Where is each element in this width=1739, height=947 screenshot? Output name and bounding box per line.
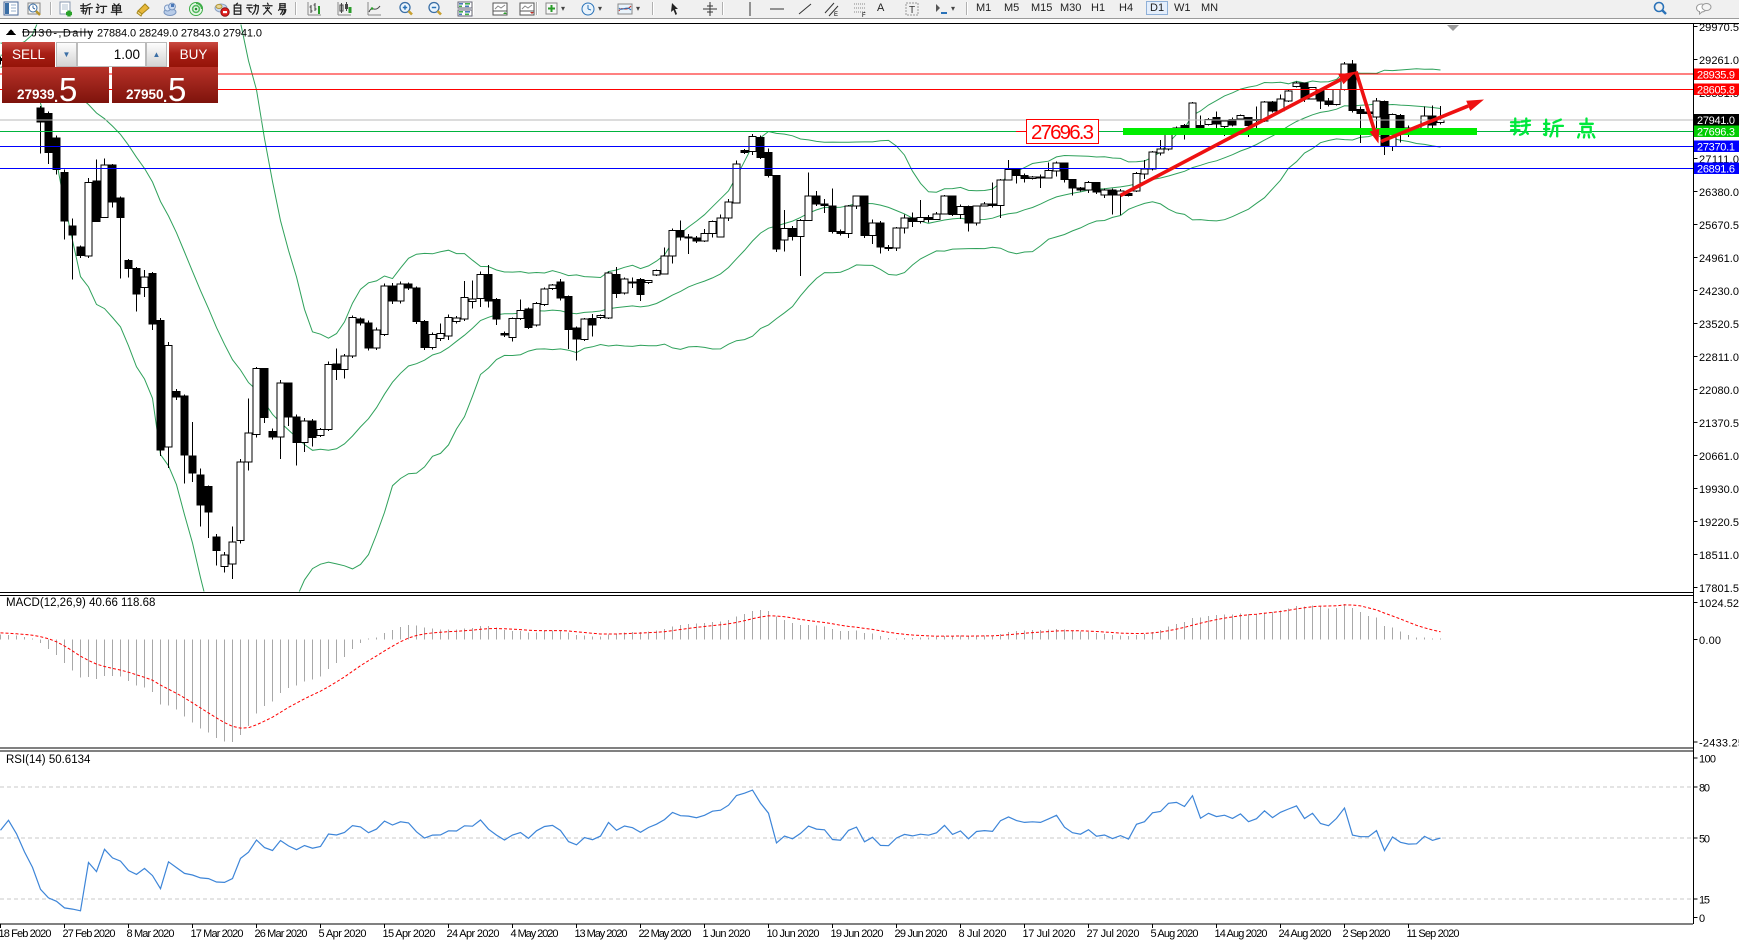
svg-text:19930.0: 19930.0 bbox=[1699, 484, 1739, 496]
svg-text:DJ30-,Daily: DJ30-,Daily bbox=[22, 28, 94, 40]
svg-text:50: 50 bbox=[1699, 834, 1710, 846]
svg-text:15 Apr 2020: 15 Apr 2020 bbox=[383, 928, 436, 940]
svg-text:28605.8: 28605.8 bbox=[1697, 85, 1735, 97]
svg-text:24 Aug 2020: 24 Aug 2020 bbox=[1279, 928, 1332, 940]
svg-text:22 May 2020: 22 May 2020 bbox=[639, 928, 692, 940]
svg-text:0: 0 bbox=[1699, 913, 1705, 925]
svg-text:5 Apr 2020: 5 Apr 2020 bbox=[319, 928, 367, 940]
svg-text:1 Jun 2020: 1 Jun 2020 bbox=[703, 928, 751, 940]
svg-text:2 Sep 2020: 2 Sep 2020 bbox=[1343, 928, 1391, 940]
svg-text:5 Aug 2020: 5 Aug 2020 bbox=[1151, 928, 1199, 940]
svg-text:19 Jun 2020: 19 Jun 2020 bbox=[831, 928, 884, 940]
svg-text:28935.9: 28935.9 bbox=[1697, 69, 1735, 81]
svg-text:0.00: 0.00 bbox=[1699, 635, 1721, 647]
svg-text:18 Feb 2020: 18 Feb 2020 bbox=[0, 928, 52, 940]
svg-text:MACD(12,26,9) 40.66 118.68: MACD(12,26,9) 40.66 118.68 bbox=[6, 597, 155, 609]
svg-text:15: 15 bbox=[1699, 895, 1710, 907]
svg-text:27696.3: 27696.3 bbox=[1031, 121, 1094, 144]
svg-text:29 Jun 2020: 29 Jun 2020 bbox=[895, 928, 948, 940]
svg-text:27696.3: 27696.3 bbox=[1697, 127, 1735, 139]
svg-text:26 Mar 2020: 26 Mar 2020 bbox=[255, 928, 308, 940]
svg-text:E: E bbox=[834, 12, 838, 17]
svg-text:11 Sep 2020: 11 Sep 2020 bbox=[1407, 928, 1460, 940]
svg-text:20661.0: 20661.0 bbox=[1699, 451, 1739, 463]
svg-text:17801.5: 17801.5 bbox=[1699, 583, 1739, 595]
svg-text:29261.0: 29261.0 bbox=[1699, 55, 1739, 67]
svg-text:17 Jul 2020: 17 Jul 2020 bbox=[1023, 928, 1076, 940]
svg-text:24 Apr 2020: 24 Apr 2020 bbox=[447, 928, 500, 940]
svg-text:27941.0: 27941.0 bbox=[1697, 115, 1735, 127]
svg-text:23520.5: 23520.5 bbox=[1699, 319, 1739, 331]
svg-text:27 Jul 2020: 27 Jul 2020 bbox=[1087, 928, 1140, 940]
svg-text:8 Jul 2020: 8 Jul 2020 bbox=[959, 928, 1007, 940]
svg-text:14 Aug 2020: 14 Aug 2020 bbox=[1215, 928, 1268, 940]
svg-text:29970.5: 29970.5 bbox=[1699, 22, 1739, 34]
svg-text:21370.5: 21370.5 bbox=[1699, 418, 1739, 430]
svg-text:RSI(14) 50.6134: RSI(14) 50.6134 bbox=[6, 754, 91, 766]
svg-text:24230.0: 24230.0 bbox=[1699, 286, 1739, 298]
svg-text:1024.52: 1024.52 bbox=[1699, 598, 1739, 610]
svg-text:19220.5: 19220.5 bbox=[1699, 517, 1739, 529]
svg-text:22811.0: 22811.0 bbox=[1699, 352, 1739, 364]
svg-text:26891.6: 26891.6 bbox=[1697, 164, 1735, 176]
svg-text:27 Feb 2020: 27 Feb 2020 bbox=[63, 928, 116, 940]
svg-text:-2433.25: -2433.25 bbox=[1699, 737, 1739, 749]
svg-text:13 May 2020: 13 May 2020 bbox=[575, 928, 628, 940]
svg-text:4 May 2020: 4 May 2020 bbox=[511, 928, 559, 940]
svg-text:18511.0: 18511.0 bbox=[1699, 550, 1739, 562]
svg-text:10 Jun 2020: 10 Jun 2020 bbox=[767, 928, 820, 940]
svg-text:26380.0: 26380.0 bbox=[1699, 187, 1739, 199]
svg-text:F: F bbox=[862, 13, 866, 17]
svg-text:T: T bbox=[909, 5, 915, 16]
svg-text:80: 80 bbox=[1699, 783, 1710, 795]
svg-text:24961.0: 24961.0 bbox=[1699, 253, 1739, 265]
svg-text:17 Mar 2020: 17 Mar 2020 bbox=[191, 928, 244, 940]
svg-text:22080.0: 22080.0 bbox=[1699, 385, 1739, 397]
svg-text:27370.1: 27370.1 bbox=[1697, 142, 1735, 154]
svg-text:27884.0 28249.0 27843.0 27941.: 27884.0 28249.0 27843.0 27941.0 bbox=[97, 28, 262, 40]
svg-text:100: 100 bbox=[1699, 754, 1716, 766]
svg-text:25670.5: 25670.5 bbox=[1699, 220, 1739, 232]
svg-text:8 Mar 2020: 8 Mar 2020 bbox=[127, 928, 175, 940]
